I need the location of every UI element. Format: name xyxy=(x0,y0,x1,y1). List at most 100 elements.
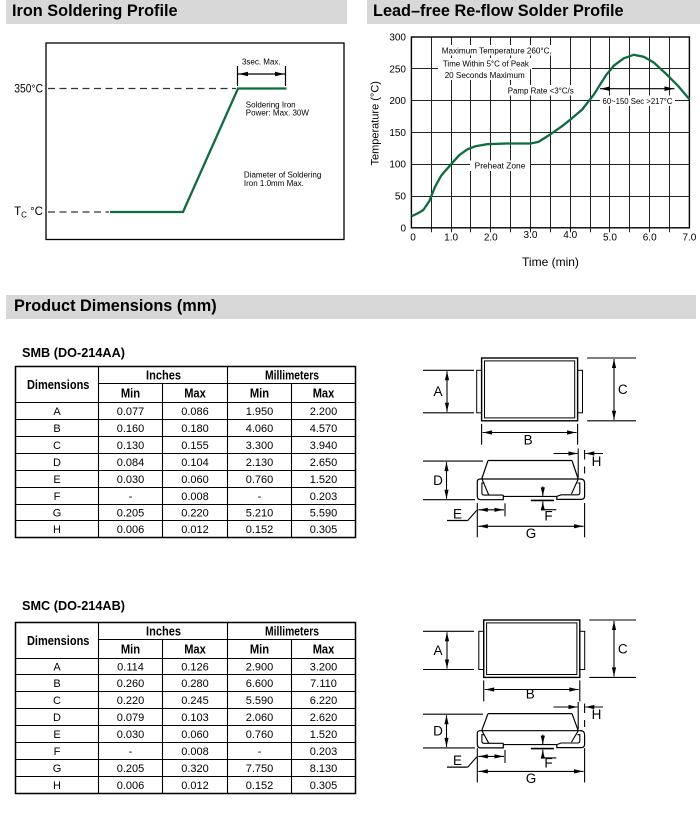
svg-text:0.086: 0.086 xyxy=(181,406,209,418)
svg-text:0.152: 0.152 xyxy=(246,780,274,792)
svg-text:0.006: 0.006 xyxy=(117,524,145,536)
svg-text:0.030: 0.030 xyxy=(117,729,145,741)
svg-text:B: B xyxy=(524,433,533,448)
svg-text:8.130: 8.130 xyxy=(310,763,338,775)
svg-text:-: - xyxy=(129,746,133,758)
svg-text:60~150 Sec >217°C: 60~150 Sec >217°C xyxy=(603,96,673,106)
svg-text:0.205: 0.205 xyxy=(117,763,145,775)
svg-text:Temperature (°C): Temperature (°C) xyxy=(370,81,382,165)
svg-text:2.650: 2.650 xyxy=(310,457,338,469)
svg-text:0.104: 0.104 xyxy=(181,457,209,469)
svg-text:F: F xyxy=(54,491,61,503)
svg-text:0.008: 0.008 xyxy=(181,746,209,758)
svg-text:0.760: 0.760 xyxy=(246,474,274,486)
svg-text:0.305: 0.305 xyxy=(310,524,338,536)
svg-text:7.110: 7.110 xyxy=(310,678,337,690)
svg-text:6.0: 6.0 xyxy=(643,233,657,244)
svg-text:A: A xyxy=(433,384,442,399)
svg-text:A: A xyxy=(53,406,61,418)
svg-text:3.940: 3.940 xyxy=(310,440,338,452)
svg-text:0.203: 0.203 xyxy=(310,746,338,758)
svg-text:F: F xyxy=(544,756,552,771)
svg-text:E: E xyxy=(453,506,462,521)
svg-text:Min: Min xyxy=(250,387,269,401)
svg-text:5.590: 5.590 xyxy=(246,695,274,707)
svg-text:F: F xyxy=(544,509,552,524)
svg-text:-: - xyxy=(258,491,262,503)
svg-text:D: D xyxy=(53,457,61,469)
svg-text:E: E xyxy=(53,729,60,741)
svg-text:Millimeters: Millimeters xyxy=(265,625,319,639)
svg-text:5.590: 5.590 xyxy=(310,508,338,520)
svg-text:0: 0 xyxy=(410,233,416,244)
svg-text:D: D xyxy=(433,724,443,739)
svg-text:H: H xyxy=(592,454,602,469)
svg-text:Max: Max xyxy=(184,643,206,657)
svg-text:7.750: 7.750 xyxy=(246,763,274,775)
svg-text:0.114: 0.114 xyxy=(117,662,144,674)
svg-text:4.0: 4.0 xyxy=(563,230,577,241)
svg-text:0.203: 0.203 xyxy=(310,491,338,503)
svg-text:C: C xyxy=(618,382,628,397)
svg-text:1.520: 1.520 xyxy=(310,729,338,741)
svg-text:Min: Min xyxy=(250,643,269,657)
svg-text:B: B xyxy=(53,678,60,690)
svg-text:0.155: 0.155 xyxy=(181,440,209,452)
svg-text:150: 150 xyxy=(389,128,406,139)
svg-text:4.060: 4.060 xyxy=(246,423,274,435)
svg-text:Max: Max xyxy=(313,643,335,657)
svg-text:0.012: 0.012 xyxy=(181,780,209,792)
svg-text:H: H xyxy=(53,780,61,792)
svg-text:-: - xyxy=(258,746,262,758)
svg-text:0.084: 0.084 xyxy=(117,457,145,469)
svg-text:0.103: 0.103 xyxy=(181,712,209,724)
svg-text:3.300: 3.300 xyxy=(246,440,274,452)
svg-text:G: G xyxy=(526,771,537,786)
svg-text:1.0: 1.0 xyxy=(444,233,458,244)
svg-text:C: C xyxy=(618,641,628,656)
svg-text:0.220: 0.220 xyxy=(181,508,209,520)
svg-text:50: 50 xyxy=(395,192,407,203)
svg-text:G: G xyxy=(526,526,537,541)
svg-text:5.210: 5.210 xyxy=(246,508,274,520)
svg-text:0.220: 0.220 xyxy=(117,695,145,707)
svg-text:G: G xyxy=(53,763,62,775)
svg-text:Dimensions: Dimensions xyxy=(27,378,90,392)
svg-text:H: H xyxy=(592,707,602,722)
svg-text:0.130: 0.130 xyxy=(117,440,145,452)
svg-text:0.008: 0.008 xyxy=(181,491,209,503)
svg-text:Iron 1.0mm Max.: Iron 1.0mm Max. xyxy=(244,179,304,188)
svg-text:A: A xyxy=(53,662,61,674)
svg-text:0.260: 0.260 xyxy=(117,678,145,690)
svg-text:2.060: 2.060 xyxy=(246,712,274,724)
svg-text:Min: Min xyxy=(121,387,140,401)
svg-text:H: H xyxy=(53,524,61,536)
svg-text:Max: Max xyxy=(313,387,335,401)
svg-text:Inches: Inches xyxy=(146,625,181,639)
svg-text:F: F xyxy=(54,746,61,758)
svg-text:G: G xyxy=(53,508,62,520)
svg-text:4.570: 4.570 xyxy=(310,423,338,435)
svg-text:Pamp Rate <3°C/s: Pamp Rate <3°C/s xyxy=(508,85,574,95)
svg-text:0.205: 0.205 xyxy=(117,508,145,520)
svg-text:0.079: 0.079 xyxy=(117,712,145,724)
svg-text:-: - xyxy=(129,491,133,503)
svg-text:350°C: 350°C xyxy=(14,84,43,96)
svg-text:0.060: 0.060 xyxy=(181,729,209,741)
svg-text:0.180: 0.180 xyxy=(181,423,209,435)
svg-text:E: E xyxy=(453,753,462,768)
svg-text:B: B xyxy=(526,687,535,702)
svg-text:100: 100 xyxy=(389,160,406,171)
svg-text:0.160: 0.160 xyxy=(117,423,145,435)
svg-text:0.280: 0.280 xyxy=(181,678,209,690)
svg-text:1.520: 1.520 xyxy=(310,474,338,486)
svg-text:B: B xyxy=(53,423,60,435)
svg-text:C: C xyxy=(53,695,61,707)
svg-text:Preheat Zone: Preheat Zone xyxy=(475,161,526,171)
svg-text:Diameter of Soldering: Diameter of Soldering xyxy=(244,171,321,180)
svg-text:Power: Max. 30W: Power: Max. 30W xyxy=(246,108,310,117)
svg-text:1.950: 1.950 xyxy=(246,406,274,418)
svg-text:0.320: 0.320 xyxy=(181,763,209,775)
svg-text:E: E xyxy=(53,474,60,486)
svg-text:Time Within 5°C of Peak: Time Within 5°C of Peak xyxy=(443,59,530,69)
